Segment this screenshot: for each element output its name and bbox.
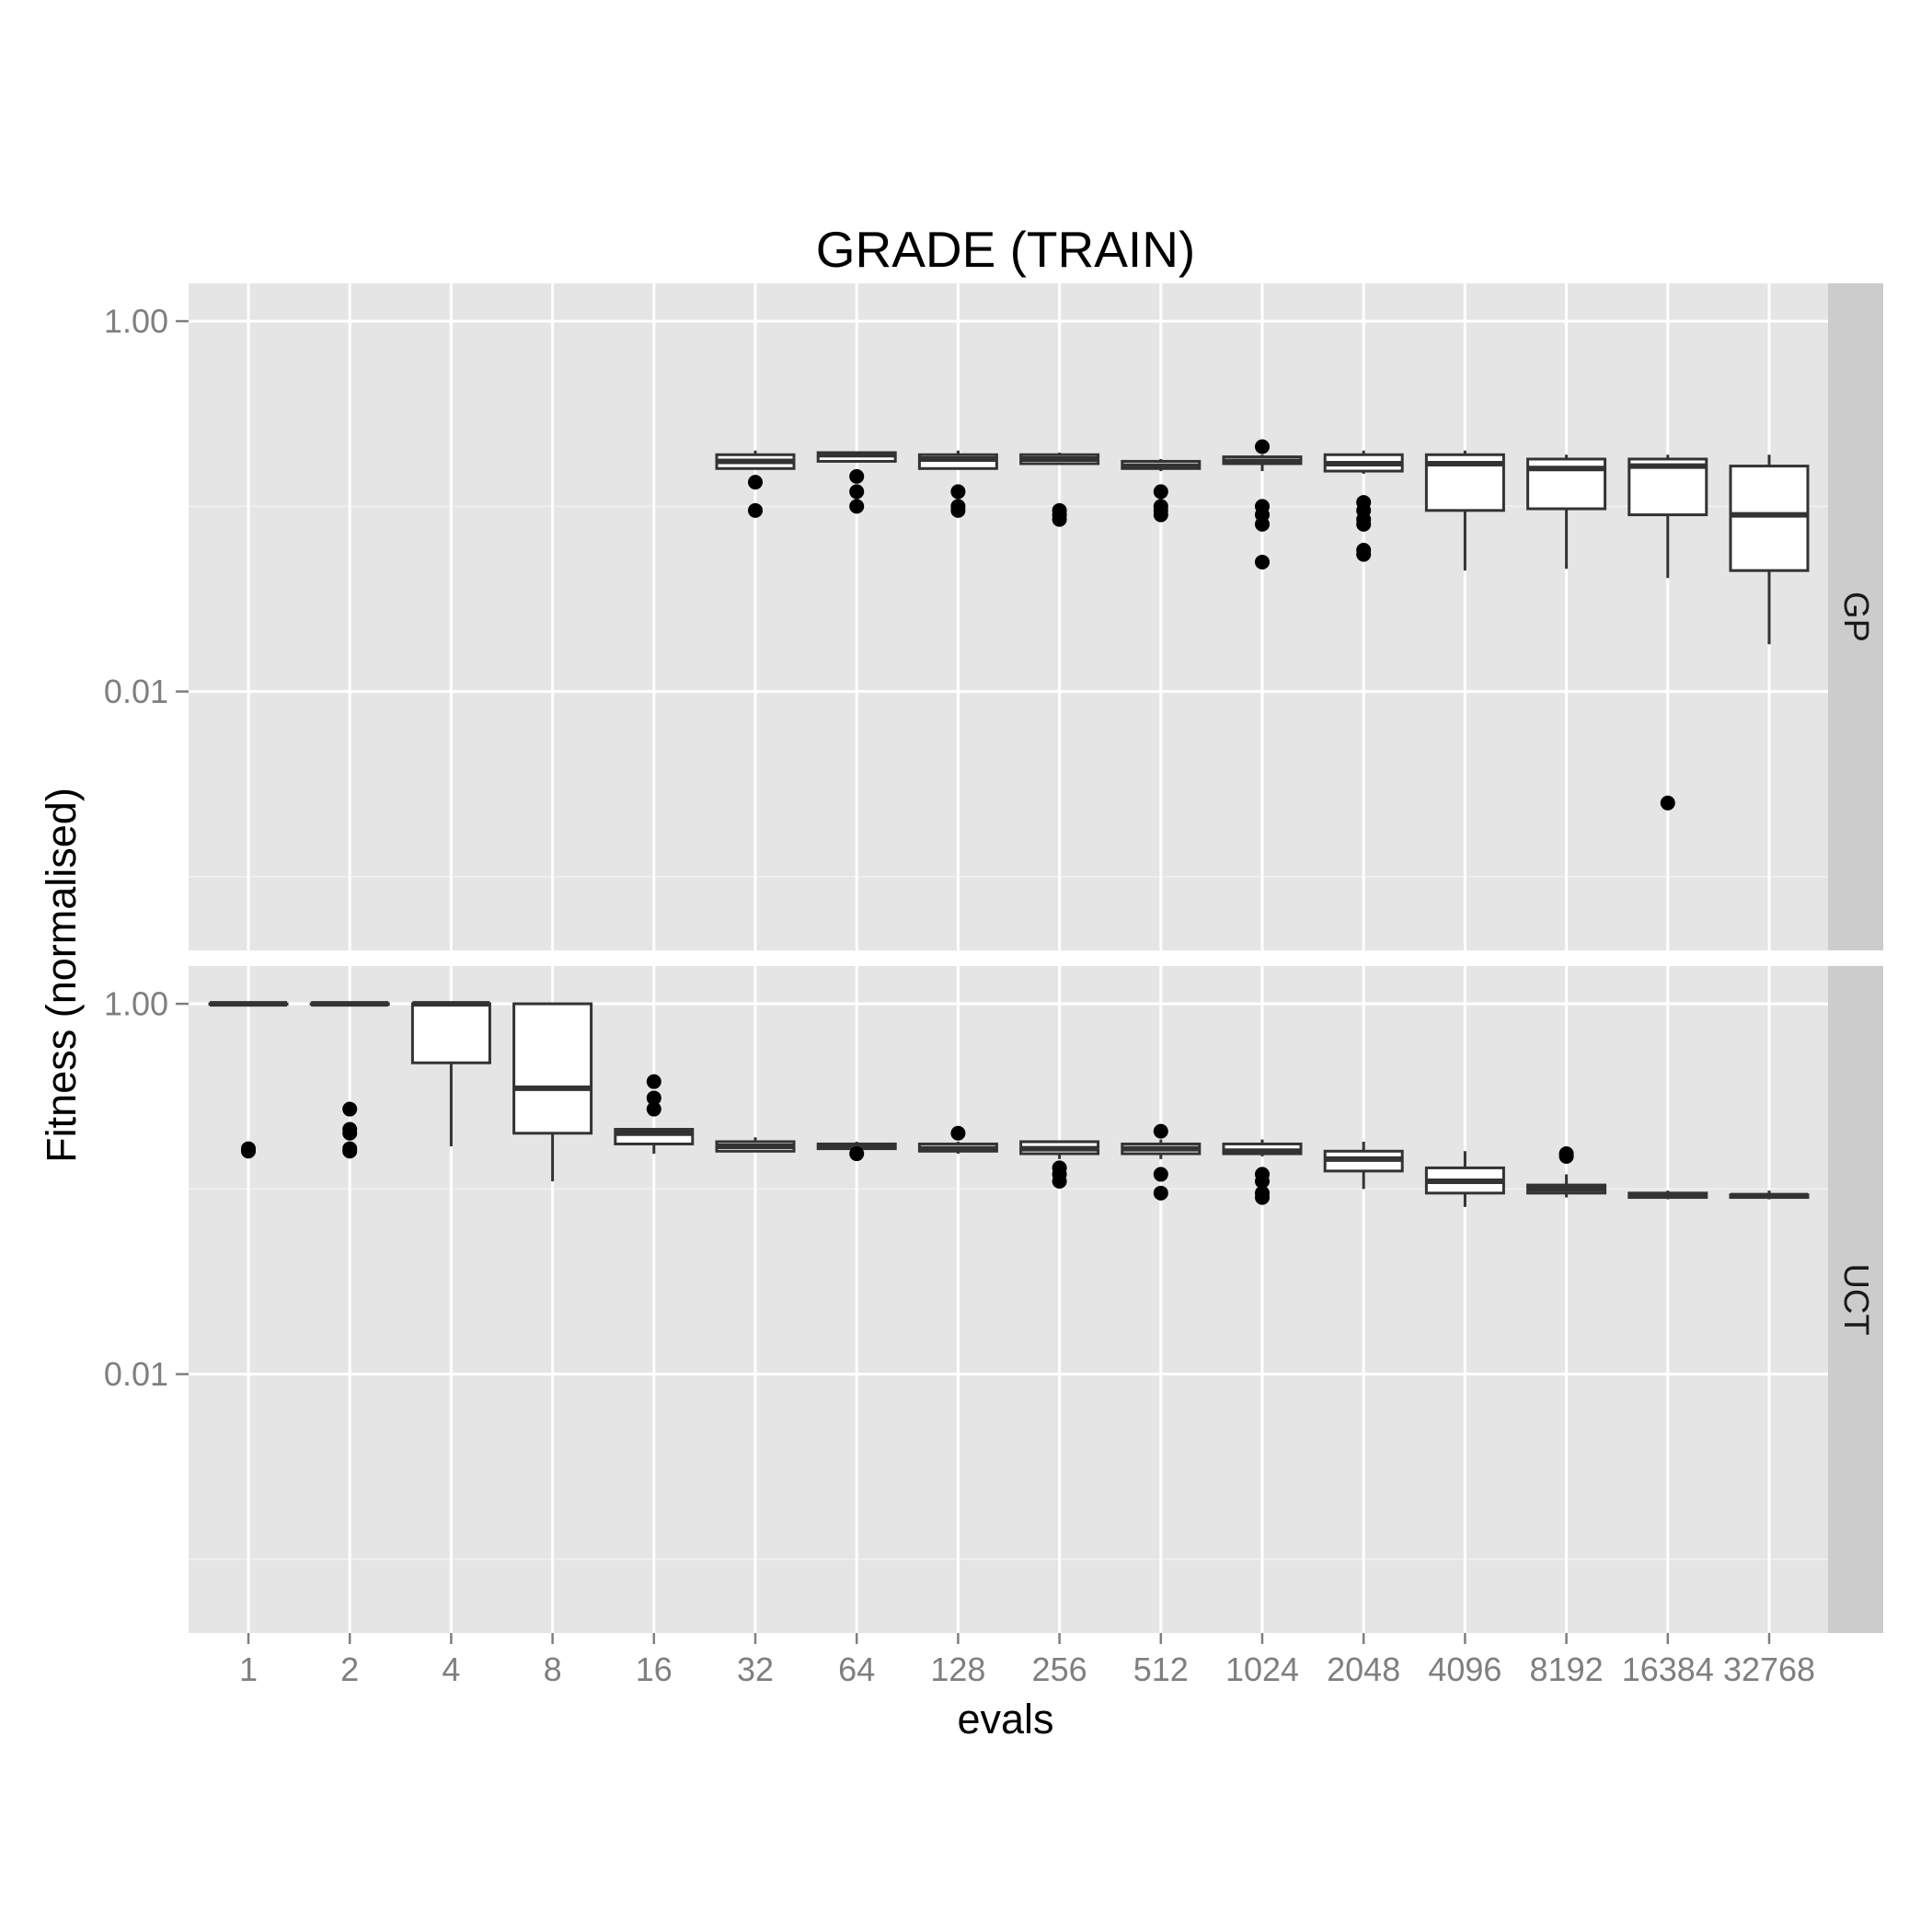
facet-strip-label: UCT xyxy=(1836,1263,1875,1335)
box-uct-128 xyxy=(917,1125,998,1155)
outlier-point xyxy=(241,1144,256,1159)
outlier-point xyxy=(950,1125,966,1141)
facet-panel-gp: GP xyxy=(189,283,1883,950)
x-tick-label: 32768 xyxy=(1723,1650,1815,1688)
y-tick-label: 0.01 xyxy=(104,1355,168,1393)
outlier-point xyxy=(1153,484,1168,500)
x-tick-label: 4096 xyxy=(1428,1650,1501,1688)
x-tick-label: 1024 xyxy=(1225,1650,1299,1688)
box-uct-256 xyxy=(1019,1140,1100,1190)
x-tick-label: 8 xyxy=(544,1650,562,1688)
x-tick-label: 4 xyxy=(442,1650,460,1688)
box-uct-512 xyxy=(1121,1123,1202,1201)
y-axis: 1.00 0.01 1.00 0.01 xyxy=(104,303,189,1393)
outlier-point xyxy=(1255,439,1270,454)
panel-background xyxy=(189,283,1828,950)
x-tick-label: 256 xyxy=(1032,1650,1087,1688)
outlier-point xyxy=(748,502,763,518)
outlier-point xyxy=(1255,554,1270,569)
outlier-point xyxy=(1255,516,1270,532)
facet-strip xyxy=(1828,966,1883,1633)
box-uct-4 xyxy=(410,1001,491,1146)
outlier-point xyxy=(1660,795,1675,811)
facet-strip xyxy=(1828,283,1883,950)
outlier-point xyxy=(849,499,865,514)
box-uct-8192 xyxy=(1526,1146,1607,1198)
box-uct-16384 xyxy=(1627,1190,1708,1200)
chart-title: GRADE (TRAIN) xyxy=(816,221,1196,278)
x-tick-label: 2 xyxy=(340,1650,359,1688)
outlier-point xyxy=(1356,546,1372,562)
x-tick-label: 64 xyxy=(838,1650,875,1688)
x-axis-title: evals xyxy=(957,1696,1053,1742)
x-tick-label: 32 xyxy=(737,1650,774,1688)
outlier-point xyxy=(849,1146,865,1162)
box-uct-64 xyxy=(816,1141,897,1162)
box-uct-1024 xyxy=(1222,1139,1303,1205)
facet-strip-label: GP xyxy=(1836,592,1875,642)
outlier-point xyxy=(342,1101,358,1117)
box-body xyxy=(512,1002,593,1135)
box-uct-2 xyxy=(309,1001,390,1159)
x-tick-label: 1 xyxy=(239,1650,258,1688)
outlier-point xyxy=(849,468,865,484)
box-uct-32768 xyxy=(1729,1190,1810,1200)
outlier-point xyxy=(1052,512,1067,527)
outlier-point xyxy=(1153,507,1168,523)
box-gp-32768 xyxy=(1729,454,1810,645)
box-gp-4096 xyxy=(1424,450,1505,571)
y-axis-title: Fitness (normalised) xyxy=(38,788,85,1163)
box-gp-16384 xyxy=(1627,454,1708,811)
y-tick-label: 0.01 xyxy=(104,673,168,710)
panel-background xyxy=(189,966,1828,1633)
box-gp-8192 xyxy=(1526,454,1607,569)
x-tick-label: 8192 xyxy=(1530,1650,1604,1688)
box-uct-8 xyxy=(512,1002,593,1182)
x-tick-label: 128 xyxy=(930,1650,985,1688)
box-body xyxy=(410,1002,491,1064)
facet-panels: GP UCT xyxy=(189,283,1883,1633)
outlier-point xyxy=(646,1090,661,1106)
box-gp-2048 xyxy=(1323,450,1404,562)
x-tick-label: 2048 xyxy=(1327,1650,1400,1688)
box-gp-1024 xyxy=(1222,439,1303,569)
box-gp-512 xyxy=(1121,458,1202,523)
outlier-point xyxy=(1255,1190,1270,1205)
outlier-point xyxy=(950,484,966,500)
outlier-point xyxy=(1153,1185,1168,1201)
outlier-point xyxy=(748,475,763,490)
box-gp-256 xyxy=(1019,452,1100,527)
outlier-point xyxy=(950,502,966,518)
box-body xyxy=(1729,465,1810,572)
outlier-point xyxy=(1558,1148,1574,1164)
y-tick-label: 1.00 xyxy=(104,985,168,1023)
outlier-point xyxy=(342,1144,358,1159)
box-gp-128 xyxy=(917,450,998,518)
x-axis: 1 2 4 8 16 32 64 128 256 512 1024 2048 4096 8192 16384… xyxy=(239,1633,1815,1688)
outlier-point xyxy=(1255,1174,1270,1190)
x-tick-label: 16 xyxy=(636,1650,673,1688)
box-uct-2048 xyxy=(1323,1141,1404,1190)
x-tick-label: 16384 xyxy=(1622,1650,1714,1688)
box-gp-32 xyxy=(715,450,796,518)
outlier-point xyxy=(1052,1174,1067,1190)
outlier-point xyxy=(1153,1167,1168,1182)
box-uct-32 xyxy=(715,1137,796,1153)
outlier-point xyxy=(849,484,865,500)
outlier-point xyxy=(342,1125,358,1141)
box-uct-16 xyxy=(614,1074,695,1155)
y-tick-label: 1.00 xyxy=(104,303,168,340)
facet-panel-uct: UCT xyxy=(189,966,1883,1633)
box-uct-4096 xyxy=(1424,1151,1505,1207)
box-uct-1 xyxy=(208,1001,289,1159)
outlier-point xyxy=(646,1074,661,1089)
outlier-point xyxy=(1356,516,1372,532)
outlier-point xyxy=(1153,1123,1168,1139)
box-gp-64 xyxy=(816,451,897,514)
outlier-point xyxy=(646,1101,661,1117)
x-tick-label: 512 xyxy=(1133,1650,1189,1688)
